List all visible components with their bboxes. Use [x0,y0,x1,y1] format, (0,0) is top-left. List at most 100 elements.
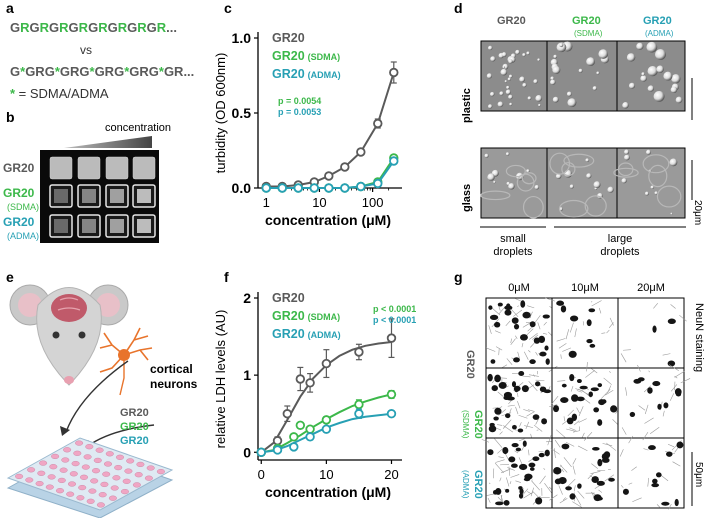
neuron-nucleus [534,381,541,387]
plate-well [102,471,111,477]
neuron-nucleus [652,325,657,333]
plate-well [115,454,124,460]
droplet [622,102,629,109]
chart-turbidity: 0.0 0.5 1.0 1 10 100 concentration (μM) turbidi… [213,30,402,228]
neuron-nucleus [512,424,517,430]
plate-well [71,461,80,467]
neuron-nucleus [556,300,565,306]
neuron-nucleus [487,449,494,456]
neurite [500,463,509,466]
neurite [494,438,503,448]
neuron-nucleus [589,343,596,348]
cuvette [49,214,73,238]
plate-well [108,495,117,501]
neuron-nucleus [608,477,615,482]
seq-part: R [59,20,69,35]
seq-part: G [127,20,137,35]
plate-well [156,469,165,475]
neuron-nucleus [498,382,507,389]
data-point [354,399,364,410]
legend-sub: (ADMA) [308,330,341,340]
neurite [527,305,535,309]
panel-e: e cortical neurons GR20 GR20 GR20 [6,269,198,518]
plate-well [90,478,99,484]
droplet [502,65,506,69]
x-tick-label: 100 [362,195,384,210]
droplet [488,45,493,51]
neuron-nucleus [622,488,629,495]
neurite [598,489,603,493]
neuron-nucleus [497,302,503,307]
neuron-nucleus [651,483,660,488]
neurite [555,429,566,438]
neurite [628,435,634,444]
neurite [572,430,580,433]
droplet [522,53,526,57]
neurite [491,380,495,384]
neuron-nucleus [495,487,502,495]
x-axis-label: concentration (μM) [265,212,391,228]
neuron-nucleus [566,417,574,425]
droplet [527,96,532,101]
neurite [550,448,560,455]
seq-part: G [69,20,79,35]
neurite [670,304,676,309]
neurite [586,362,588,372]
plate-well [98,492,107,498]
neurite [672,461,681,467]
neurite [669,393,675,401]
neuron-nucleus [491,385,498,392]
wetted-droplet [656,185,682,208]
y-axis-label: relative LDH levels (AU) [213,310,228,449]
neurite [532,490,539,498]
plate-well [59,467,68,473]
neuron-nucleus [518,493,524,499]
droplet [626,53,636,62]
neuron-nucleus [493,416,499,421]
neuron-nucleus [597,458,603,467]
neuron-nucleus [488,425,497,433]
neuron-nucleus [571,394,579,402]
neurite [647,477,649,487]
legend-entry: GR20 (ADMA) [272,327,341,341]
data-point [389,67,399,78]
wetted-droplet [617,162,634,177]
neuron-nucleus [535,497,543,505]
neuron-nucleus [569,373,575,382]
neuron-nucleus [519,334,528,341]
x-tick-label: 1 [263,195,270,210]
neuron-nucleus [593,494,602,502]
neuron-nucleus [541,418,548,425]
neuron-nucleus [522,311,531,319]
neurite [510,308,519,318]
scale-bar-label: 20μm [692,200,703,225]
droplet [675,96,683,104]
neurite [574,328,577,338]
legend-name: GR20 [272,31,305,45]
neuron-nucleus [538,452,545,458]
seq-part: R [137,20,147,35]
neurite [554,439,561,448]
neurite [549,494,558,501]
neurite [628,482,633,485]
row-sub-sdma: (SDMA) [461,410,470,439]
neurite [517,305,520,307]
data-point [386,389,397,400]
droplet [533,79,538,84]
plate-well [66,491,75,497]
neuron-dendrites [99,327,153,373]
neuron-nucleus [652,478,658,484]
arrow-neurons-to-plate [65,360,129,433]
droplet [550,76,555,81]
droplet [535,95,543,102]
neurite [600,389,611,399]
droplet [552,96,559,103]
wetted-droplet [563,153,595,168]
neurite [528,381,538,392]
neuron-nucleus [539,351,547,357]
neuron-nucleus [593,407,600,413]
neurite [606,329,610,334]
neurite [515,480,521,483]
neurite [481,439,490,443]
droplet [621,178,627,184]
